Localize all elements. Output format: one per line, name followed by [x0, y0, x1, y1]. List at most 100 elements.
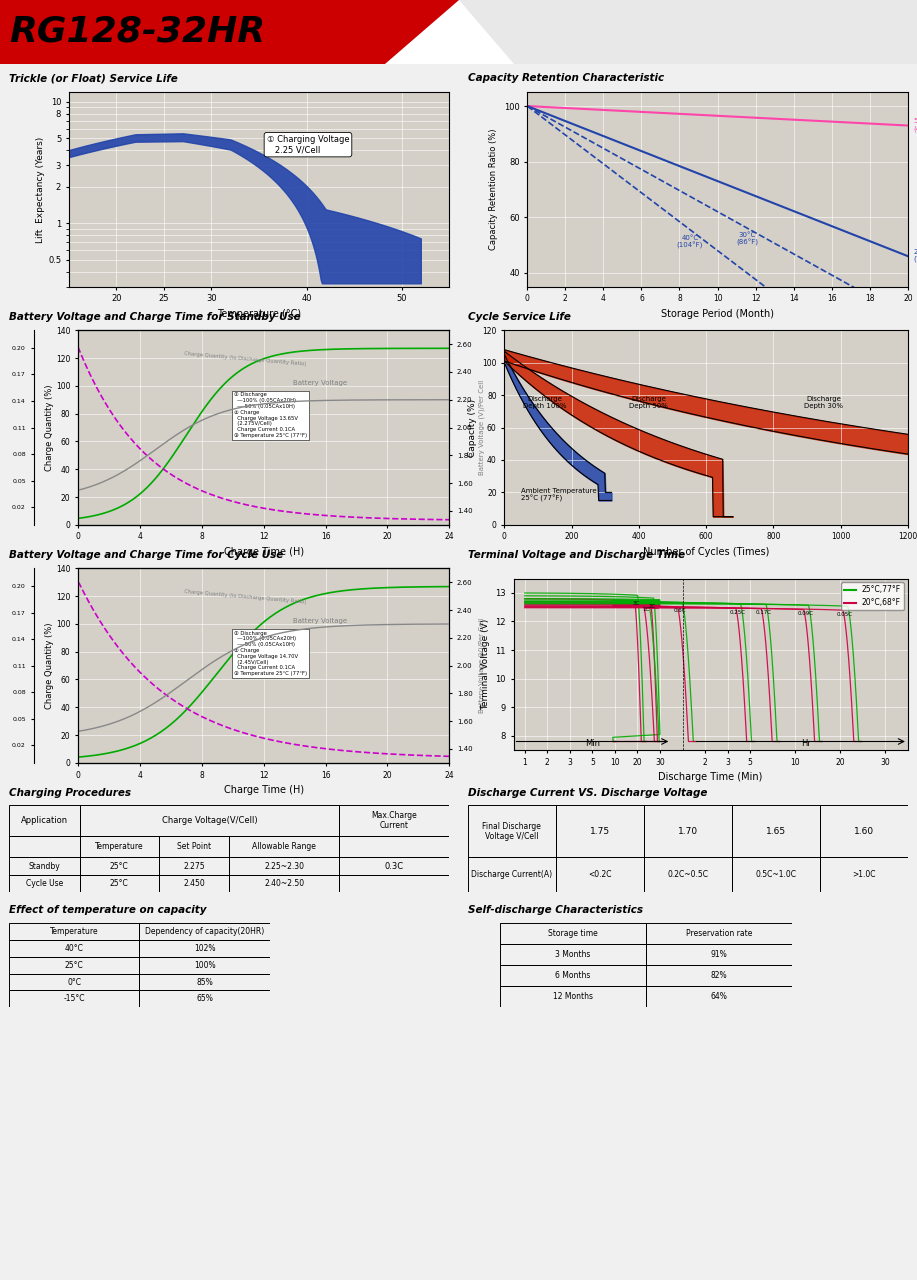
Text: 1.70: 1.70: [678, 827, 698, 836]
Bar: [159, 874, 229, 892]
Text: Final Discharge
Voltage V/Cell: Final Discharge Voltage V/Cell: [482, 822, 541, 841]
X-axis label: Discharge Time (Min): Discharge Time (Min): [658, 772, 763, 782]
Text: Hr: Hr: [801, 739, 812, 748]
Bar: [9, 858, 80, 874]
Text: Discharge Current VS. Discharge Voltage: Discharge Current VS. Discharge Voltage: [468, 787, 707, 797]
Text: >1.0C: >1.0C: [852, 870, 876, 879]
Text: Max.Charge
Current: Max.Charge Current: [371, 810, 417, 829]
Bar: [229, 874, 339, 892]
Text: 3 Months: 3 Months: [555, 950, 591, 959]
Bar: [468, 805, 556, 858]
Bar: [139, 940, 270, 956]
Text: Effect of temperature on capacity: Effect of temperature on capacity: [9, 905, 206, 915]
Text: 0.3C: 0.3C: [385, 861, 403, 870]
Legend: 25°C,77°F, 20°C,68°F: 25°C,77°F, 20°C,68°F: [841, 582, 904, 611]
Text: 2.25~2.30: 2.25~2.30: [264, 861, 304, 870]
Text: Discharge Current(A): Discharge Current(A): [471, 870, 552, 879]
Bar: [732, 805, 820, 858]
Bar: [9, 956, 139, 974]
Text: 0.5C~1.0C: 0.5C~1.0C: [756, 870, 796, 879]
Bar: [139, 923, 270, 940]
Text: Battery Voltage and Charge Time for Cycle Use: Battery Voltage and Charge Time for Cycl…: [9, 549, 283, 559]
Text: 0.17C: 0.17C: [756, 611, 771, 616]
Text: Charging Procedures: Charging Procedures: [9, 787, 131, 797]
Bar: [9, 974, 139, 991]
Text: 102%: 102%: [193, 943, 215, 952]
Text: RG128-32HR: RG128-32HR: [9, 15, 265, 49]
Text: Temperature: Temperature: [50, 927, 99, 936]
Text: Set Point: Set Point: [177, 842, 211, 851]
Bar: [646, 986, 792, 1007]
Bar: [80, 836, 159, 858]
Text: Discharge
Depth 100%: Discharge Depth 100%: [523, 396, 567, 410]
Text: Temperature: Temperature: [94, 842, 144, 851]
Bar: [9, 874, 80, 892]
Text: 6 Months: 6 Months: [555, 972, 591, 980]
Bar: [80, 874, 159, 892]
Text: 0.2C~0.5C: 0.2C~0.5C: [668, 870, 708, 879]
Bar: [229, 836, 339, 858]
Bar: [339, 836, 449, 858]
X-axis label: Storage Period (Month): Storage Period (Month): [661, 308, 774, 319]
Text: Dependency of capacity(20HR): Dependency of capacity(20HR): [145, 927, 264, 936]
Text: 65%: 65%: [196, 995, 213, 1004]
Bar: [339, 874, 449, 892]
Y-axis label: Battery Voltage (V)/Per Cell: Battery Voltage (V)/Per Cell: [479, 618, 485, 713]
Bar: [9, 805, 80, 836]
Bar: [646, 945, 792, 965]
Bar: [9, 991, 139, 1007]
Bar: [9, 836, 80, 858]
Text: Application: Application: [21, 815, 68, 824]
Text: 64%: 64%: [711, 992, 727, 1001]
Text: 0.05C: 0.05C: [837, 612, 853, 617]
Text: 1.60: 1.60: [854, 827, 874, 836]
Bar: [159, 858, 229, 874]
Text: 85%: 85%: [196, 978, 213, 987]
X-axis label: Charge Time (H): Charge Time (H): [224, 785, 304, 795]
Text: Min: Min: [585, 739, 600, 748]
Text: Battery Voltage: Battery Voltage: [293, 380, 348, 385]
Text: Ambient Temperature
25°C (77°F): Ambient Temperature 25°C (77°F): [521, 488, 597, 502]
Text: 2.40~2.50: 2.40~2.50: [264, 879, 304, 888]
Text: 0°C: 0°C: [67, 978, 82, 987]
Text: 5°C
(41°F): 5°C (41°F): [913, 118, 917, 133]
Text: Cycle Service Life: Cycle Service Life: [468, 311, 570, 321]
Bar: [339, 805, 449, 836]
Text: -15°C: -15°C: [63, 995, 85, 1004]
FancyBboxPatch shape: [0, 0, 917, 64]
Text: 3C: 3C: [633, 602, 639, 607]
Text: Discharge
Depth 30%: Discharge Depth 30%: [804, 396, 844, 410]
Text: Storage time: Storage time: [547, 929, 598, 938]
Text: 40°C: 40°C: [65, 943, 83, 952]
Polygon shape: [458, 0, 917, 64]
Bar: [9, 940, 139, 956]
Text: 25°C: 25°C: [110, 861, 128, 870]
Text: 82%: 82%: [711, 972, 727, 980]
Text: Charge Voltage(V/Cell): Charge Voltage(V/Cell): [161, 815, 258, 824]
Bar: [732, 858, 820, 892]
Bar: [500, 986, 646, 1007]
Text: Charge Quantity (to Discharge Quantity Ratio): Charge Quantity (to Discharge Quantity R…: [184, 351, 306, 366]
Y-axis label: Capacity (%): Capacity (%): [468, 398, 477, 457]
Text: Preservation rate: Preservation rate: [686, 929, 752, 938]
Bar: [820, 805, 908, 858]
Bar: [556, 805, 644, 858]
Y-axis label: Capacity Retention Ratio (%): Capacity Retention Ratio (%): [490, 129, 498, 250]
Y-axis label: Battery Voltage (V)/Per Cell: Battery Voltage (V)/Per Cell: [479, 380, 485, 475]
Text: 0.6C: 0.6C: [673, 608, 686, 613]
Y-axis label: Terminal Voltage (V): Terminal Voltage (V): [481, 618, 490, 710]
Text: Standby: Standby: [28, 861, 61, 870]
Text: ① Charging Voltage
   2.25 V/Cell: ① Charging Voltage 2.25 V/Cell: [267, 134, 349, 155]
Text: ① Discharge
  ―100% (0.05CAx20H)
  ----50% (0.05CAx10H)
② Charge
  Charge Voltag: ① Discharge ―100% (0.05CAx20H) ----50% (…: [234, 393, 307, 438]
Text: Charge Quantity (to Discharge Quantity Ratio): Charge Quantity (to Discharge Quantity R…: [184, 589, 306, 604]
Text: 2C: 2C: [648, 604, 656, 609]
Text: 12 Months: 12 Months: [553, 992, 592, 1001]
Bar: [500, 923, 646, 945]
Text: 0.25C: 0.25C: [730, 609, 746, 614]
Text: 1C: 1C: [642, 607, 649, 612]
Text: ① Discharge
  ―100% (0.05CAx20H)
  ----50% (0.05CAx10H)
② Charge
  Charge Voltag: ① Discharge ―100% (0.05CAx20H) ----50% (…: [234, 631, 307, 676]
Polygon shape: [385, 0, 514, 64]
Bar: [500, 945, 646, 965]
Bar: [820, 858, 908, 892]
Bar: [556, 858, 644, 892]
